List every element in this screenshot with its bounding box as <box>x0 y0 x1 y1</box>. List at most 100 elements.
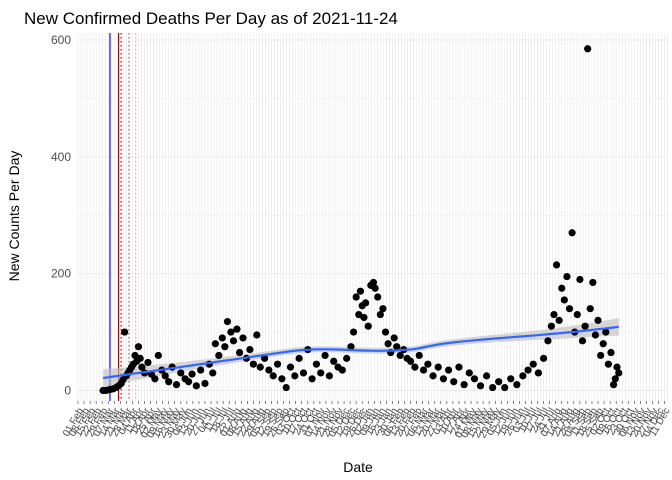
data-point <box>611 375 619 383</box>
y-axis-ticks: 0 200 400 600 <box>51 33 71 397</box>
data-point <box>286 363 295 371</box>
data-point <box>246 345 254 354</box>
data-point <box>188 370 196 378</box>
data-point <box>470 375 479 383</box>
data-point <box>295 354 303 362</box>
data-point <box>291 372 299 380</box>
data-point <box>253 331 261 339</box>
y-tick-label: 400 <box>51 150 71 164</box>
data-point <box>211 340 219 348</box>
data-point <box>558 284 566 292</box>
data-point <box>507 375 515 383</box>
data-point <box>424 360 432 368</box>
data-point <box>415 351 423 360</box>
data-point <box>136 354 144 362</box>
data-point <box>390 334 398 342</box>
data-point <box>249 360 257 368</box>
data-point <box>312 360 321 368</box>
data-points <box>99 45 623 395</box>
data-point <box>172 381 181 389</box>
data-point <box>406 357 415 365</box>
data-point <box>376 310 384 319</box>
data-point <box>609 381 618 389</box>
data-point <box>223 317 232 326</box>
data-point <box>256 363 264 371</box>
data-point <box>299 369 308 377</box>
data-point <box>573 310 581 319</box>
data-point <box>269 372 277 380</box>
data-point <box>594 316 602 324</box>
data-point <box>229 337 238 345</box>
data-point <box>233 325 241 333</box>
data-point <box>308 375 316 383</box>
data-point <box>615 369 623 377</box>
data-point <box>597 351 605 360</box>
smooth-ribbon <box>103 318 619 387</box>
data-point <box>347 343 355 351</box>
data-point <box>607 348 615 357</box>
data-point <box>138 363 146 371</box>
data-point <box>218 334 226 342</box>
data-point <box>360 313 368 322</box>
data-point <box>221 343 229 351</box>
data-point <box>369 278 378 287</box>
data-point <box>134 343 143 351</box>
data-point <box>349 328 358 336</box>
data-point <box>591 331 600 339</box>
data-point <box>278 375 286 383</box>
data-point <box>330 357 338 365</box>
data-point <box>356 287 365 295</box>
data-point <box>396 351 404 360</box>
data-point <box>121 328 129 336</box>
x-axis-title: Date <box>343 459 373 475</box>
data-point <box>599 340 607 348</box>
data-point <box>513 381 521 389</box>
data-point <box>338 366 346 374</box>
data-point <box>586 305 594 313</box>
data-point <box>455 363 463 371</box>
data-point <box>273 360 282 368</box>
data-point <box>215 351 223 360</box>
chart-title: New Confirmed Deaths Per Day as of 2021-… <box>24 9 398 28</box>
data-point <box>379 305 387 313</box>
y-tick-label: 600 <box>51 33 71 47</box>
data-point <box>460 381 468 389</box>
data-point <box>602 328 610 336</box>
y-tick-label: 200 <box>51 267 71 281</box>
data-point <box>540 354 548 362</box>
data-point <box>201 379 209 388</box>
data-point <box>555 316 563 324</box>
data-point <box>578 337 587 345</box>
data-point <box>568 229 576 237</box>
data-point <box>476 382 485 390</box>
data-point <box>544 337 552 345</box>
data-point <box>501 383 509 392</box>
data-point <box>560 296 568 304</box>
data-point <box>374 293 382 301</box>
data-point <box>192 382 200 390</box>
data-point <box>429 372 437 380</box>
data-point <box>552 261 561 269</box>
data-point <box>144 358 152 367</box>
data-point <box>165 378 173 386</box>
data-point <box>411 363 419 371</box>
data-point <box>343 354 351 362</box>
data-point <box>524 366 532 374</box>
smooth-curve <box>102 325 619 380</box>
event-lines <box>109 33 137 401</box>
smooth-line <box>102 325 619 380</box>
data-point <box>519 372 527 380</box>
data-point <box>419 366 428 374</box>
data-point <box>239 334 247 342</box>
data-point <box>584 45 592 53</box>
data-point <box>465 369 473 377</box>
data-point <box>489 383 497 392</box>
data-point <box>495 378 503 386</box>
data-point <box>352 293 360 301</box>
data-point <box>371 284 379 292</box>
data-point <box>197 366 205 374</box>
data-point <box>282 383 290 392</box>
